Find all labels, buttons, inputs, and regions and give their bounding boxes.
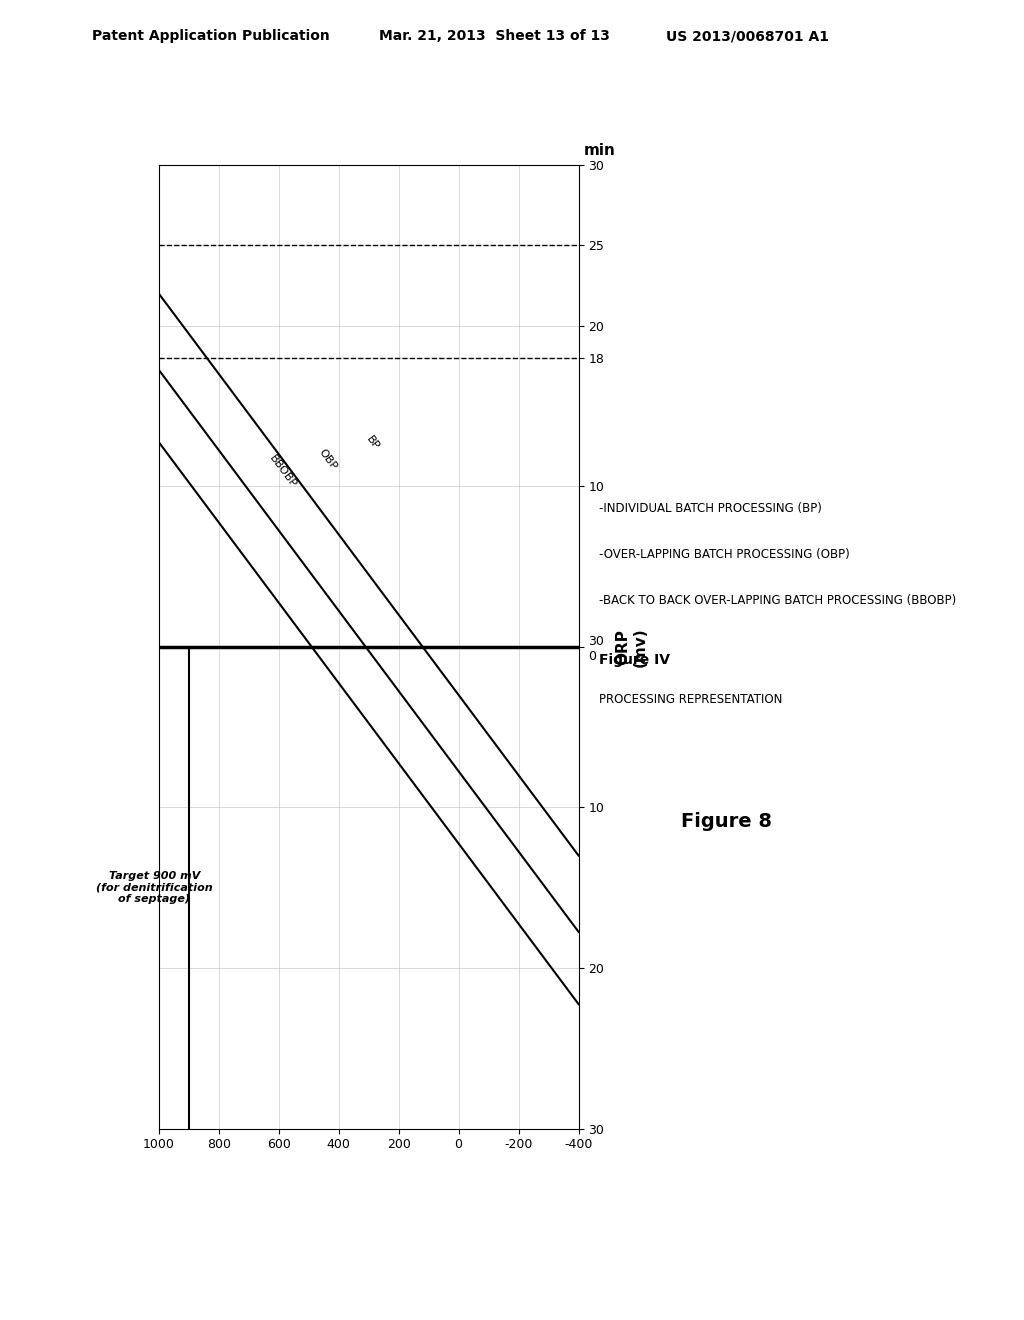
Text: min: min (584, 144, 615, 158)
Text: PROCESSING REPRESENTATION: PROCESSING REPRESENTATION (599, 693, 782, 706)
Text: -INDIVIDUAL BATCH PROCESSING (BP): -INDIVIDUAL BATCH PROCESSING (BP) (599, 502, 822, 515)
Y-axis label: ORP
(mv): ORP (mv) (615, 627, 647, 667)
Text: -OVER-LAPPING BATCH PROCESSING (OBP): -OVER-LAPPING BATCH PROCESSING (OBP) (599, 548, 850, 561)
Text: Figure 8: Figure 8 (681, 812, 772, 830)
Text: Mar. 21, 2013  Sheet 13 of 13: Mar. 21, 2013 Sheet 13 of 13 (379, 29, 609, 44)
Text: Patent Application Publication: Patent Application Publication (92, 29, 330, 44)
Text: Target 900 mV
(for denitrification
of septage): Target 900 mV (for denitrification of se… (96, 871, 213, 904)
Text: BP: BP (365, 434, 381, 451)
Text: Figure IV: Figure IV (599, 653, 670, 668)
Text: BBOBP: BBOBP (267, 453, 298, 490)
Text: OBP: OBP (316, 447, 339, 471)
Text: US 2013/0068701 A1: US 2013/0068701 A1 (666, 29, 828, 44)
Text: -BACK TO BACK OVER-LAPPING BATCH PROCESSING (BBOBP): -BACK TO BACK OVER-LAPPING BATCH PROCESS… (599, 594, 956, 607)
